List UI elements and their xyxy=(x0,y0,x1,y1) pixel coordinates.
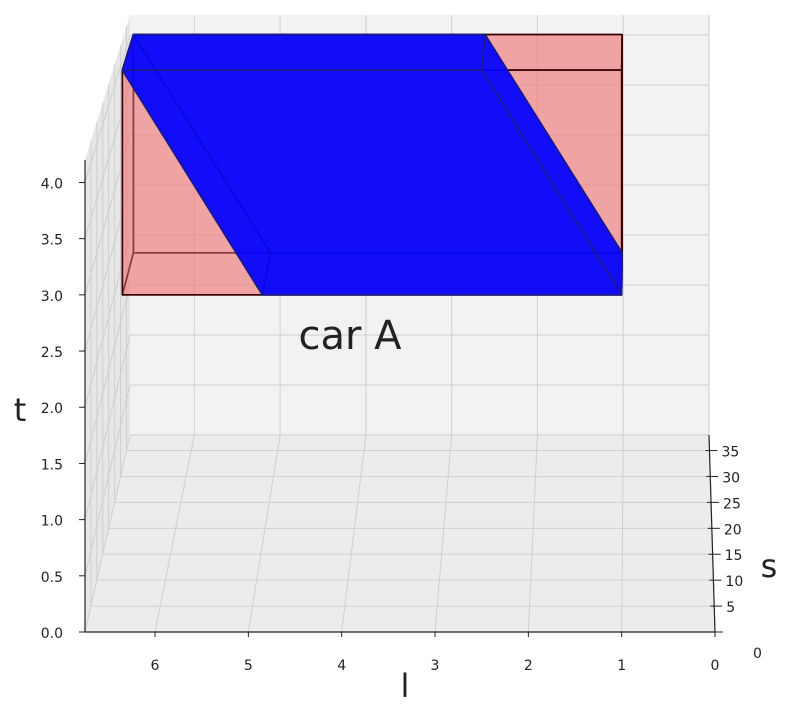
axes: 0 1 2 3 4 5 6 0 5 10 15 20 25 30 35 0.0 0.5 1.0 1.5 2.0 2.5 3… xyxy=(41,160,762,674)
z-tick-label: 4.0 xyxy=(41,176,63,192)
z-tick-label: 0.0 xyxy=(41,626,63,642)
x-tick-label: 3 xyxy=(431,658,440,674)
z-tick-label: 1.5 xyxy=(41,457,63,473)
y-axis-title: s xyxy=(761,547,778,585)
z-tick-label: 3.5 xyxy=(41,233,63,249)
annotation: car A xyxy=(298,313,402,359)
grid-line xyxy=(621,434,624,633)
y-tick-label: 25 xyxy=(723,496,741,512)
z-tick-label: 0.5 xyxy=(41,570,63,586)
y-tick-label: 35 xyxy=(721,445,739,461)
z-tick-label: 2.5 xyxy=(41,345,63,361)
x-axis-title: l xyxy=(401,667,410,705)
z-tick-label: 2.0 xyxy=(41,401,63,417)
z-axis-title: t xyxy=(14,391,27,429)
solid-face xyxy=(121,33,486,71)
floor-pane xyxy=(85,435,715,632)
x-tick-label: 6 xyxy=(151,658,160,674)
y-tick-label: 0 xyxy=(753,646,762,662)
y-tick-label: 5 xyxy=(726,600,735,616)
solids xyxy=(121,33,623,296)
y-tick-label: 30 xyxy=(722,470,740,486)
x-tick-label: 4 xyxy=(337,658,346,674)
grid-line xyxy=(84,34,131,183)
y-tick-label: 10 xyxy=(725,574,743,590)
grid-line xyxy=(84,434,131,633)
grid-line xyxy=(154,434,195,633)
grid-line xyxy=(341,434,367,633)
grid-line xyxy=(247,434,281,633)
x-tick-label: 1 xyxy=(617,658,626,674)
y-tick-label: 15 xyxy=(725,548,743,564)
z-tick-label: 1.0 xyxy=(41,514,63,530)
grid-line xyxy=(84,284,131,464)
axis-line xyxy=(708,434,716,633)
grid-line xyxy=(84,384,131,576)
x-tick-label: 2 xyxy=(524,658,533,674)
x-tick-label: 5 xyxy=(244,658,253,674)
left-pane xyxy=(85,15,130,632)
y-tick-label: 20 xyxy=(724,522,742,538)
solid-face xyxy=(121,69,623,296)
grid-line xyxy=(527,434,538,633)
x-tick-label: 0 xyxy=(711,658,720,674)
z-tick-label: 3.0 xyxy=(41,289,63,305)
grid-line xyxy=(434,434,453,633)
grid-line xyxy=(84,334,131,520)
